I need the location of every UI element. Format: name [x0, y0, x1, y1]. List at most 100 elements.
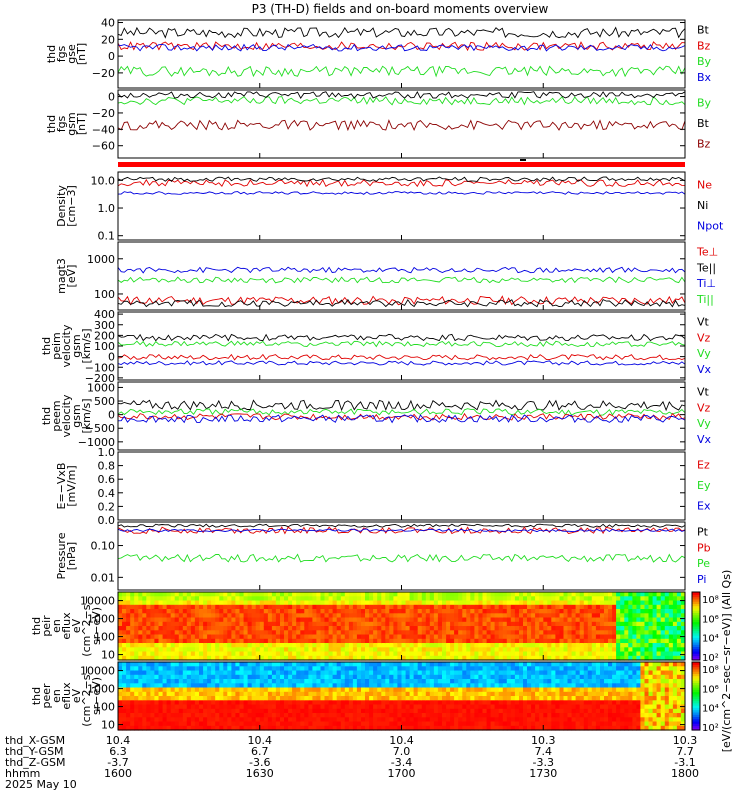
heatmap-cell	[275, 651, 281, 657]
heatmap-cell	[490, 679, 496, 684]
heatmap-cell	[680, 621, 686, 627]
heatmap-cell	[162, 679, 168, 684]
heatmap-cell	[300, 662, 305, 667]
heatmap-cell	[263, 604, 269, 610]
heatmap-cell	[567, 683, 573, 689]
heatmap-cell	[369, 704, 374, 710]
heatmap-cell	[239, 617, 245, 623]
heatmap-cell	[587, 662, 593, 667]
heatmap-cell	[539, 604, 544, 610]
heatmap-cell	[664, 704, 670, 710]
heatmap-cell	[676, 655, 682, 661]
heatmap-cell	[450, 634, 455, 640]
heatmap-cell	[203, 687, 208, 693]
heatmap-cell	[486, 592, 492, 597]
heatmap-cell	[352, 634, 358, 640]
heatmap-cell	[336, 717, 342, 723]
heatmap-cell	[397, 621, 402, 627]
heatmap-cell	[656, 674, 662, 680]
heatmap-cell	[401, 655, 407, 661]
heatmap-cell	[506, 700, 512, 706]
heatmap-cell	[284, 600, 289, 606]
heatmap-cell	[174, 626, 180, 631]
heatmap-cell	[118, 621, 123, 627]
heatmap-cell	[340, 621, 346, 627]
heatmap-cell	[527, 670, 532, 676]
heatmap-cell	[672, 634, 678, 640]
heatmap-cell	[255, 691, 261, 697]
heatmap-cell	[259, 613, 265, 619]
heatmap-cell	[470, 691, 475, 697]
heatmap-cell	[628, 592, 633, 597]
heatmap-cell	[199, 651, 204, 657]
heatmap-cell	[336, 721, 342, 727]
heatmap-cell	[433, 634, 439, 640]
heatmap-cell	[186, 630, 192, 636]
heatmap-cell	[413, 655, 419, 661]
heatmap-cell	[425, 600, 431, 606]
heatmap-cell	[344, 596, 350, 602]
heatmap-cell	[648, 674, 654, 680]
heatmap-cell	[194, 679, 200, 684]
heatmap-cell	[612, 696, 617, 701]
heatmap-cell	[162, 617, 168, 623]
heatmap-cell	[466, 683, 471, 689]
heatmap-cell	[186, 683, 192, 689]
heatmap-cell	[385, 713, 390, 718]
heatmap-cell	[458, 638, 463, 644]
heatmap-cell	[194, 592, 200, 597]
heatmap-cell	[648, 725, 654, 731]
heatmap-cell	[146, 691, 151, 697]
heatmap-cell	[519, 626, 524, 631]
heatmap-cell	[146, 600, 151, 606]
heatmap-cell	[235, 696, 240, 701]
heatmap-cell	[470, 696, 475, 701]
heatmap-cell	[211, 687, 216, 693]
heatmap-cell	[215, 600, 220, 606]
heatmap-cell	[284, 666, 289, 672]
heatmap-cell	[126, 704, 131, 710]
heatmap-cell	[656, 713, 662, 718]
heatmap-cell	[271, 613, 277, 619]
heatmap-cell	[664, 647, 670, 653]
heatmap-cell	[166, 634, 172, 640]
heatmap-cell	[429, 674, 435, 680]
heatmap-cell	[275, 596, 281, 602]
heatmap-cell	[324, 613, 330, 619]
heatmap-cell	[555, 717, 560, 723]
heatmap-cell	[616, 617, 621, 623]
heatmap-cell	[199, 708, 204, 714]
heatmap-cell	[316, 596, 321, 602]
heatmap-cell	[186, 655, 192, 661]
heatmap-cell	[514, 638, 520, 644]
heatmap-cell	[417, 643, 423, 648]
heatmap-cell	[381, 621, 386, 627]
heatmap-cell	[628, 638, 633, 644]
heatmap-cell	[166, 592, 172, 597]
heatmap-cell	[186, 626, 192, 631]
heatmap-cell	[446, 617, 451, 623]
heatmap-cell	[587, 708, 593, 714]
heatmap-cell	[535, 700, 540, 706]
heatmap-cell	[316, 674, 321, 680]
heatmap-cell	[486, 662, 492, 667]
heatmap-cell	[356, 651, 362, 657]
heatmap-cell	[466, 617, 471, 623]
heatmap-cell	[636, 725, 641, 731]
heatmap-cell	[118, 683, 123, 689]
heatmap-cell	[640, 634, 645, 640]
heatmap-cell	[535, 613, 540, 619]
heatmap-cell	[458, 651, 463, 657]
heatmap-cell	[531, 721, 536, 727]
heatmap-cell	[668, 696, 674, 701]
heatmap-cell	[506, 666, 512, 672]
heatmap-cell	[397, 679, 402, 684]
heatmap-cell	[154, 708, 159, 714]
heatmap-cell	[300, 617, 305, 623]
heatmap-cell	[235, 609, 240, 614]
heatmap-cell	[563, 626, 569, 631]
heatmap-cell	[409, 708, 415, 714]
heatmap-cell	[352, 596, 358, 602]
heatmap-cell	[142, 662, 147, 667]
heatmap-cell	[543, 691, 548, 697]
